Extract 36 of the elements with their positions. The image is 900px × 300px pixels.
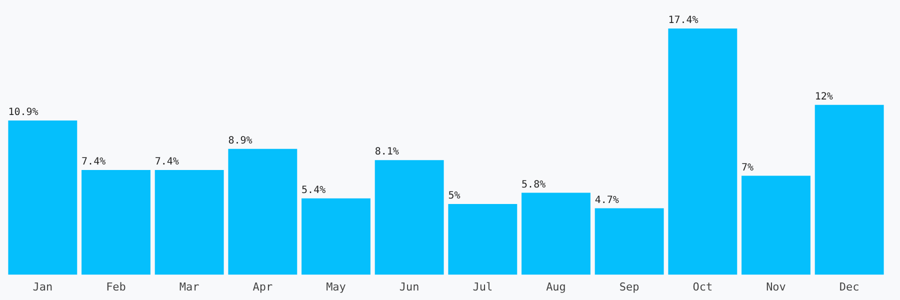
data-label: 7.4% <box>82 156 106 168</box>
x-tick-label: Jul <box>472 280 493 294</box>
x-tick-label: Nov <box>766 280 786 294</box>
x-tick-label: Apr <box>252 280 273 294</box>
data-label: 4.7% <box>594 194 619 206</box>
data-label: 7.4% <box>154 156 179 168</box>
data-label: 5.8% <box>522 179 546 190</box>
data-label: 8.1% <box>374 146 399 158</box>
x-tick-label: Jan <box>32 280 53 294</box>
x-tick-label: Jun <box>399 280 420 294</box>
bar <box>228 148 298 275</box>
bar <box>154 170 224 275</box>
bar <box>594 208 664 275</box>
bar <box>522 192 590 275</box>
x-tick-label: Mar <box>179 280 200 294</box>
x-tick-label: Sep <box>619 280 640 294</box>
x-tick-label: Aug <box>546 280 566 294</box>
bar <box>302 198 370 275</box>
x-tick-label: Dec <box>839 280 860 294</box>
bar <box>448 204 518 275</box>
data-label: 5% <box>448 190 460 202</box>
x-tick-label: May <box>326 280 346 294</box>
bar <box>8 120 78 275</box>
data-label: 10.9% <box>8 107 38 118</box>
x-tick-label: Oct <box>692 280 713 294</box>
bar <box>814 104 884 275</box>
bar <box>82 170 150 275</box>
bar <box>668 28 738 275</box>
data-label: 5.4% <box>302 184 326 196</box>
data-label: 12% <box>814 92 833 103</box>
data-label: 17.4% <box>668 15 698 26</box>
bar <box>742 176 810 275</box>
x-tick-label: Feb <box>106 280 126 294</box>
bar <box>374 160 444 275</box>
data-label: 8.9% <box>228 135 252 146</box>
data-label: 7% <box>742 162 754 174</box>
